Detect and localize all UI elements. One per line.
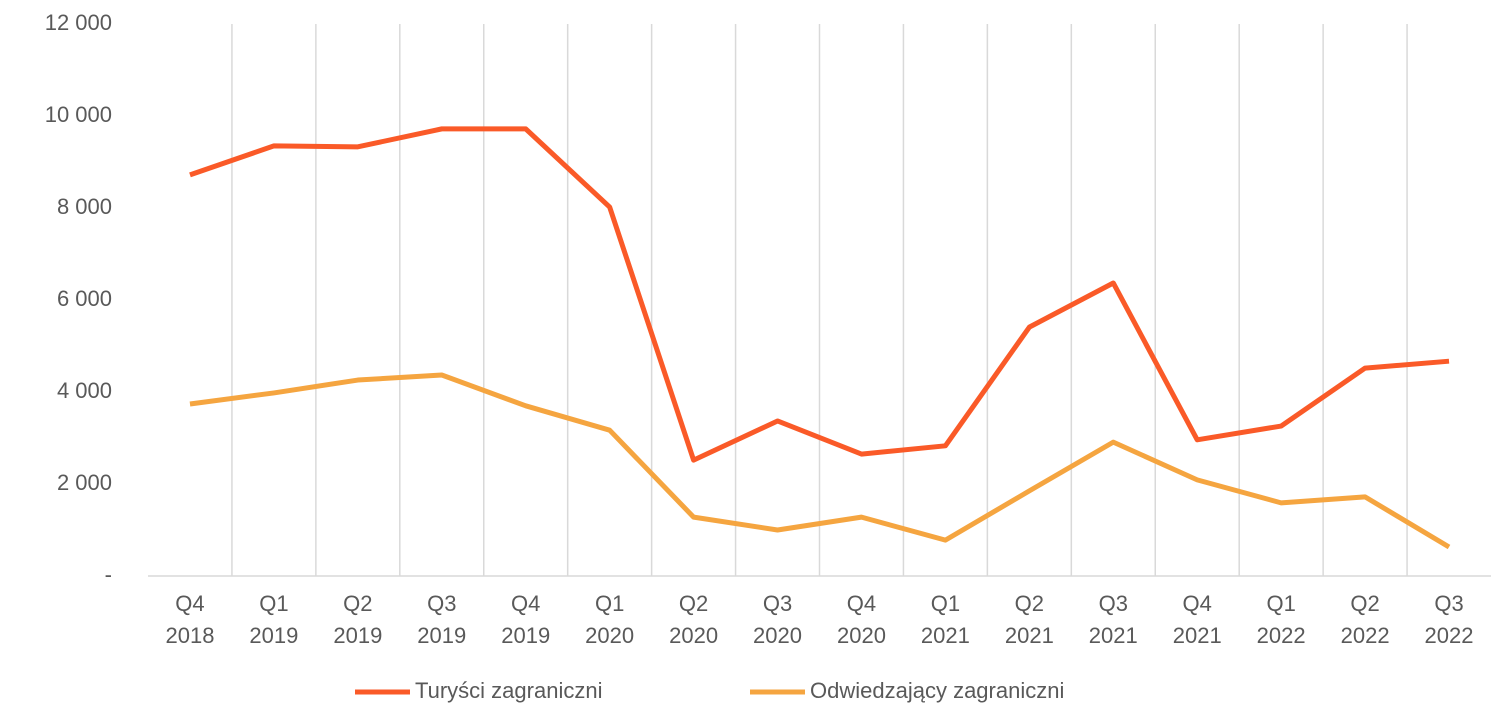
y-tick-label: 6 000 — [57, 286, 112, 311]
x-tick-label: Q2 2019 — [333, 591, 382, 648]
x-tick-label: Q1 2021 — [921, 591, 970, 648]
x-tick-label: Q3 2021 — [1089, 591, 1138, 648]
y-tick-label: 2 000 — [57, 470, 112, 495]
line-series — [189, 126, 1450, 463]
y-tick-label: 10 000 — [45, 102, 112, 127]
x-tick-label: Q3 2019 — [417, 591, 466, 648]
x-tick-label: Q2 2021 — [1005, 591, 1054, 648]
x-tick-label: Q3 2020 — [753, 591, 802, 648]
x-tick-label: Q4 2019 — [501, 591, 550, 648]
x-tick-label: Q4 2020 — [837, 591, 886, 648]
y-tick-label: - — [105, 562, 112, 587]
x-tick-label: Q1 2022 — [1257, 591, 1306, 648]
x-tick-label: Q4 2018 — [165, 591, 214, 648]
y-tick-label: 12 000 — [45, 10, 112, 35]
y-tick-label: 8 000 — [57, 194, 112, 219]
line-series — [189, 372, 1451, 550]
x-tick-label: Q1 2020 — [585, 591, 634, 648]
x-tick-label: Q2 2020 — [669, 591, 718, 648]
x-tick-label: Q1 2019 — [249, 591, 298, 648]
legend-label: Turyści zagraniczni — [415, 678, 602, 703]
legend-label: Odwiedzający zagraniczni — [810, 678, 1064, 703]
x-tick-label: Q4 2021 — [1173, 591, 1222, 648]
x-tick-label: Q2 2022 — [1341, 591, 1390, 648]
y-tick-label: 4 000 — [57, 378, 112, 403]
x-tick-label: Q3 2022 — [1425, 591, 1474, 648]
